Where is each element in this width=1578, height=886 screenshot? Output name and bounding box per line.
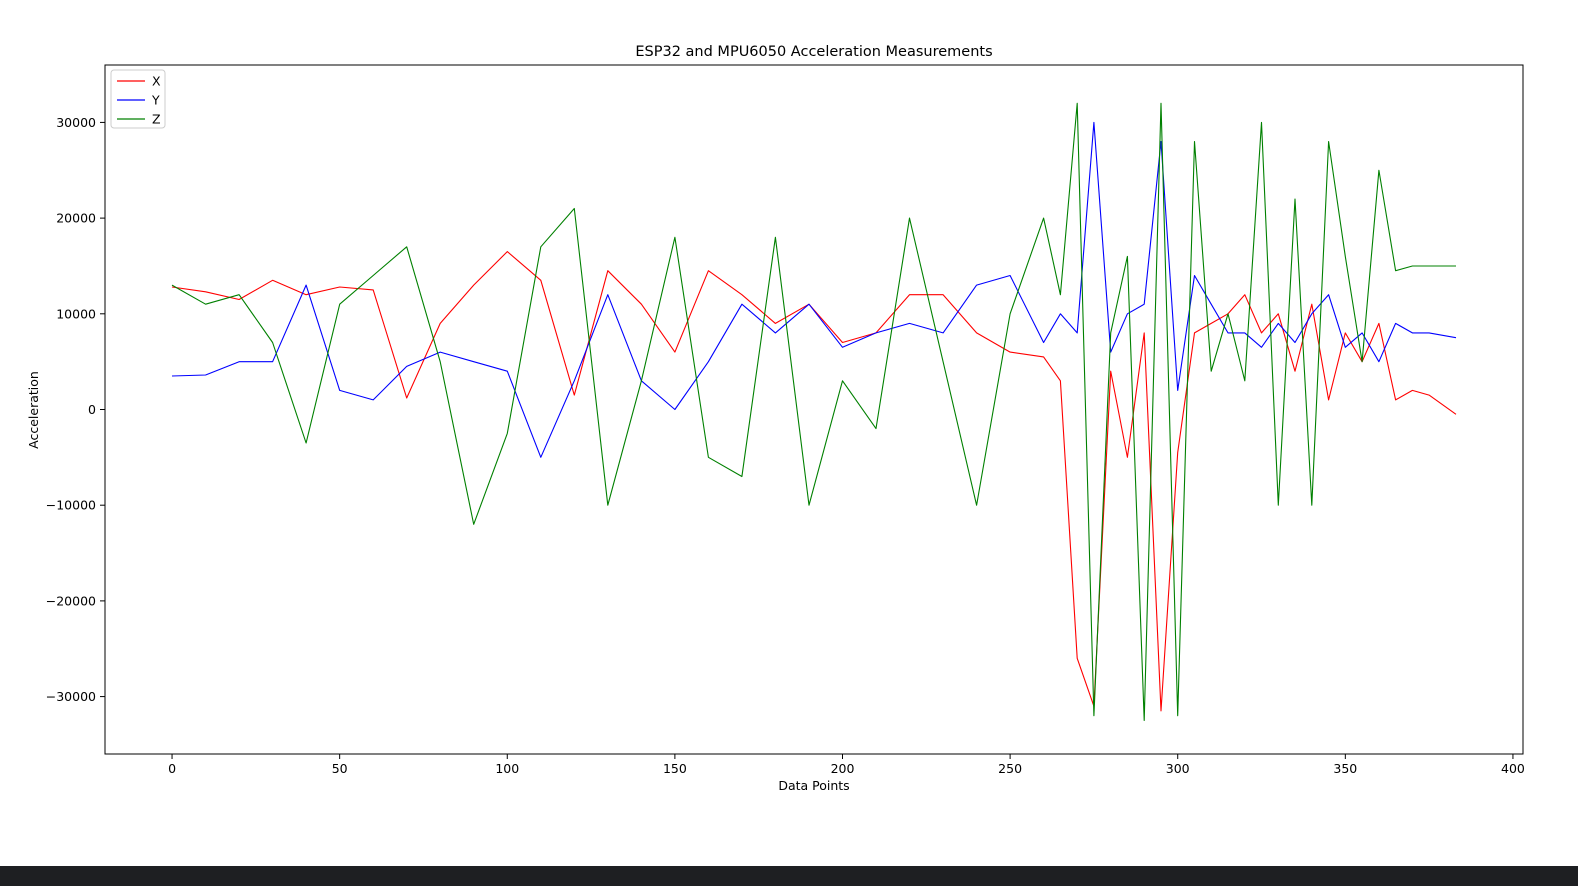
legend-label-x: X (152, 74, 161, 89)
x-tick-label: 400 (1501, 761, 1525, 776)
y-tick-label: 20000 (56, 211, 96, 226)
x-tick-label: 200 (831, 761, 855, 776)
x-tick-label: 300 (1166, 761, 1190, 776)
series-line-y (171, 121, 1457, 458)
bottom-toolbar (0, 866, 1578, 886)
chart-title: ESP32 and MPU6050 Acceleration Measureme… (635, 44, 992, 60)
y-axis-label: Acceleration (26, 371, 41, 449)
x-tick-label: 0 (168, 761, 176, 776)
legend-box (110, 69, 166, 129)
x-tick-label: 150 (663, 761, 687, 776)
y-tick-label: −20000 (46, 593, 96, 608)
series-lines (171, 102, 1457, 722)
y-tick-label: −10000 (46, 498, 96, 513)
legend-label-y: Y (151, 93, 160, 108)
series-line-z (171, 102, 1456, 722)
y-tick-label: −30000 (46, 689, 96, 704)
x-tick-label: 50 (332, 761, 348, 776)
x-axis-label: Data Points (778, 778, 849, 793)
axes-frame (104, 64, 1524, 755)
chart-svg: 0 50 100 150 200 250 300 350 400 −30000 −20000 −10… (26, 44, 1525, 793)
y-tick-label: 30000 (56, 115, 96, 130)
x-tick-label: 250 (998, 761, 1022, 776)
legend: XYZ (110, 69, 166, 129)
y-axis-ticks: −30000 −20000 −10000 0 10000 20000 30000 (46, 115, 105, 704)
x-tick-label: 100 (495, 761, 519, 776)
y-tick-label: 10000 (56, 306, 96, 321)
y-tick-label: 0 (88, 402, 96, 417)
series-line-x (171, 251, 1457, 712)
x-axis-ticks: 0 50 100 150 200 250 300 350 400 (168, 754, 1525, 776)
legend-label-z: Z (152, 112, 161, 127)
plot-area (104, 64, 1524, 755)
x-tick-label: 350 (1333, 761, 1357, 776)
